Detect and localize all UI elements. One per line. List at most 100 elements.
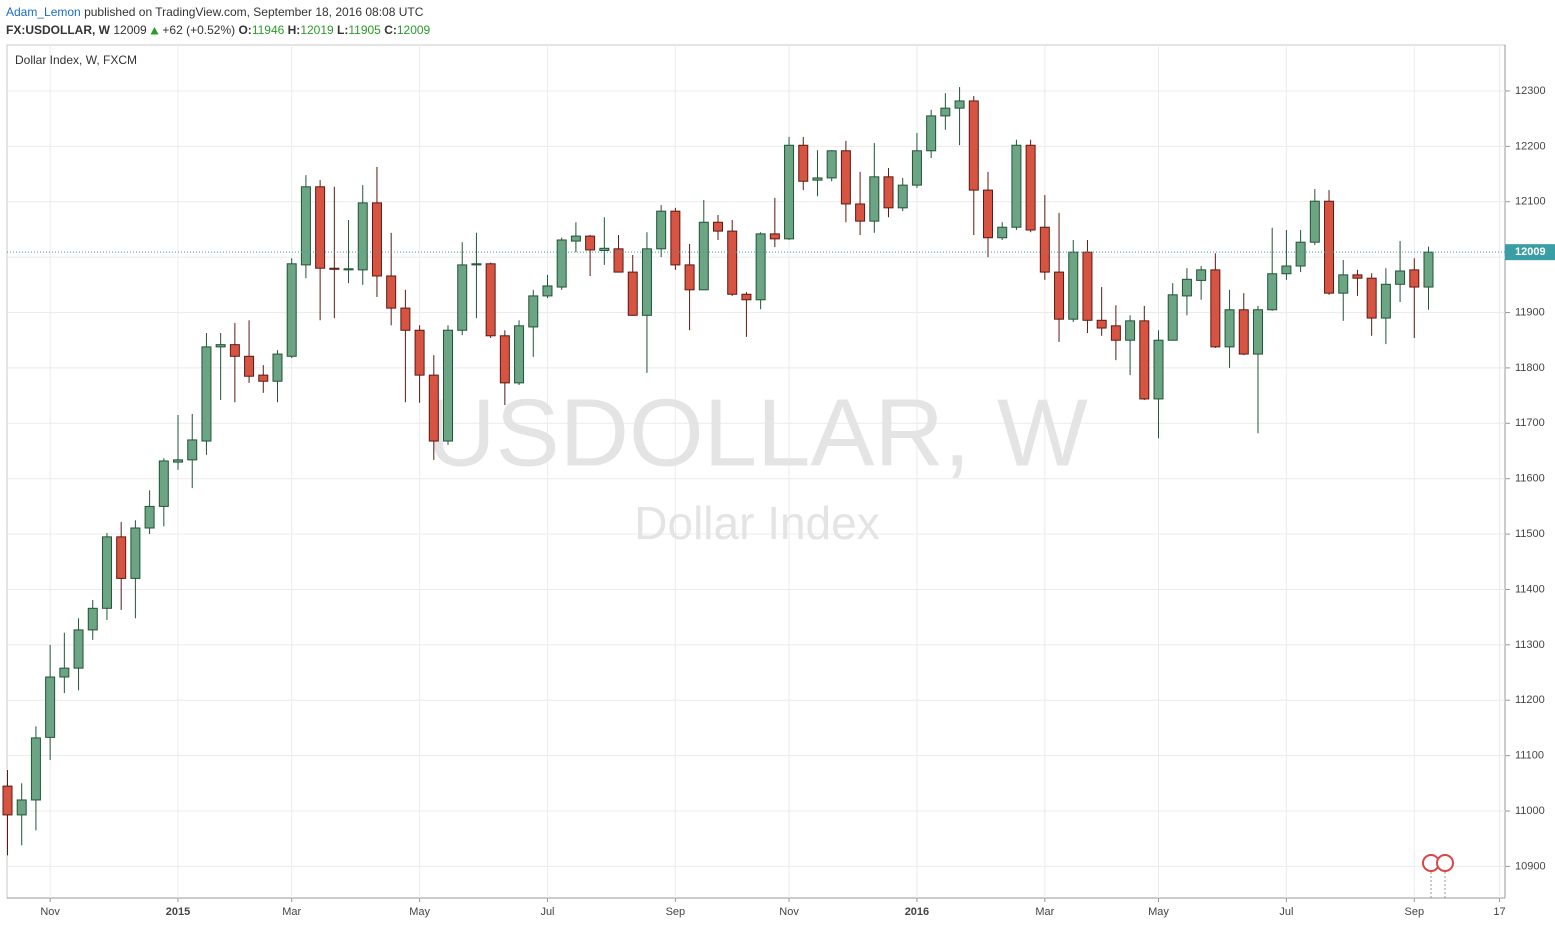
candle-body — [869, 176, 880, 222]
candle-body — [414, 329, 425, 376]
o-label: O: — [238, 23, 252, 37]
candle-body — [897, 184, 908, 209]
candle-body — [911, 150, 922, 186]
candle-body — [1238, 309, 1249, 355]
candle-body — [641, 248, 652, 316]
y-tick-label: 11800 — [1515, 362, 1545, 374]
candle-body — [187, 439, 198, 461]
candle-body — [1281, 265, 1292, 275]
watermark-subtitle: Dollar Index — [634, 497, 879, 549]
candle-body — [940, 107, 951, 117]
change: +62 (+0.52%) — [162, 23, 236, 37]
x-tick-label: May — [1148, 906, 1169, 918]
x-tick-label: 2015 — [166, 906, 190, 918]
candle-body — [982, 189, 993, 239]
candle-body — [300, 186, 311, 266]
candle-body — [784, 144, 795, 240]
candle-body — [556, 239, 567, 288]
event-icons[interactable] — [1422, 854, 1454, 898]
candle-body — [755, 233, 766, 301]
candle-body — [968, 100, 979, 191]
candle-body — [769, 233, 780, 240]
candle-body — [1025, 144, 1036, 231]
candle-body — [286, 263, 297, 357]
l-value: 11905 — [348, 23, 381, 37]
candle-body — [840, 150, 851, 205]
candle-body — [16, 799, 27, 816]
candle-body — [45, 676, 56, 738]
last-price-tag-label: 12009 — [1515, 246, 1546, 258]
candle-body — [1338, 274, 1349, 294]
candle-body — [258, 374, 269, 382]
y-tick-label: 12300 — [1515, 85, 1546, 97]
candle-body — [855, 203, 866, 222]
candle-body — [1139, 320, 1150, 400]
chart-title: Dollar Index, W, FXCM — [15, 53, 137, 67]
watermark: USDOLLAR, W — [426, 379, 1088, 486]
candle-body — [1395, 270, 1406, 285]
candle-body — [101, 536, 112, 609]
o-value: 11946 — [251, 23, 285, 37]
candle-body — [684, 264, 695, 291]
x-tick-label: Sep — [1405, 906, 1425, 918]
candle-body — [1196, 269, 1207, 281]
candle-body — [1366, 277, 1377, 319]
candle-body — [656, 210, 667, 250]
candle-body — [116, 536, 127, 579]
candle-body — [670, 210, 681, 266]
candle-body — [1210, 269, 1221, 348]
y-tick-label: 11900 — [1515, 306, 1545, 318]
x-tick-label: Sep — [666, 906, 686, 918]
candle-body — [59, 667, 70, 678]
candle-body — [1125, 320, 1136, 341]
candle-body — [30, 737, 41, 801]
y-tick-label: 12200 — [1515, 140, 1546, 152]
candle-body — [954, 100, 965, 109]
x-tick-label: May — [409, 906, 430, 918]
header-line-1: Adam_Lemon published on TradingView.com,… — [6, 3, 430, 21]
candle-body — [1352, 274, 1363, 279]
x-tick-label: Mar — [282, 906, 301, 918]
candle-body — [883, 176, 894, 209]
candle-body — [1181, 278, 1192, 297]
author[interactable]: Adam_Lemon — [6, 5, 81, 19]
candle-body — [926, 115, 937, 152]
up-arrow — [150, 27, 159, 35]
published: published on TradingView.com, September … — [84, 5, 424, 19]
y-tick-label: 11700 — [1515, 417, 1545, 429]
y-tick-label: 10900 — [1515, 860, 1546, 872]
candle-body — [997, 226, 1008, 239]
candle-body — [2, 785, 13, 816]
candle-body — [1011, 144, 1022, 228]
candle-body — [1324, 200, 1335, 294]
candle-body — [428, 374, 439, 442]
candle-body — [627, 271, 638, 316]
y-tick-label: 11300 — [1515, 639, 1545, 651]
candle-body — [229, 344, 240, 357]
candle-body — [73, 629, 84, 669]
candle-body — [272, 353, 283, 382]
candle-body — [542, 285, 553, 297]
candle-body — [1423, 251, 1434, 288]
x-tick-label: Nov — [779, 906, 799, 918]
candle-body — [315, 186, 326, 269]
candle-body — [613, 248, 624, 273]
candle-body — [485, 263, 496, 337]
candle-body — [329, 267, 340, 270]
candle-body — [1309, 200, 1320, 243]
candle-body — [1224, 309, 1235, 348]
candle-body — [1380, 283, 1391, 319]
last-price: 12009 — [113, 23, 147, 37]
y-tick-label: 11600 — [1515, 473, 1545, 485]
x-tick-label: 2016 — [905, 906, 929, 918]
candle-body — [371, 202, 382, 277]
x-tick-label: 17 — [1493, 906, 1505, 918]
candle-body — [343, 268, 354, 271]
candle-body — [585, 235, 596, 251]
candle-body — [1167, 294, 1178, 341]
candle-body — [1054, 271, 1065, 320]
y-tick-label: 11000 — [1515, 805, 1545, 817]
candle-body — [1295, 241, 1306, 267]
h-label: H: — [287, 23, 301, 37]
